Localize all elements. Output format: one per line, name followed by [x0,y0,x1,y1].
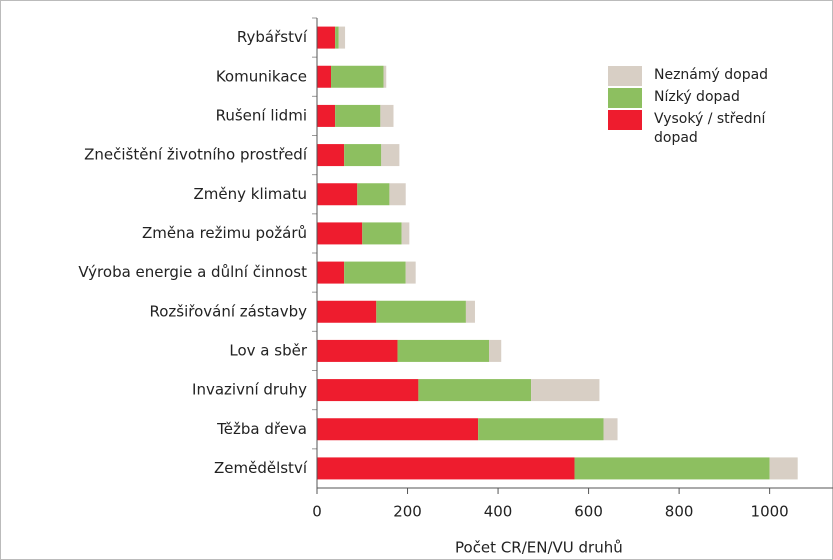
bar-segment [344,261,406,284]
bar-segment [317,339,398,362]
bar-segment [401,222,410,245]
legend-item: Vysoký / střední dopad [608,110,808,148]
legend: Neznámý dopad Nízký dopad Vysoký / střední… [608,66,808,150]
bar-segment [317,222,363,245]
legend-label: Neznámý dopad [654,67,769,83]
bar-segment [317,104,336,127]
y-tick-label: Znečištění životního prostředí [84,146,308,164]
bar-segment [769,457,798,480]
y-tick-label: Rybářství [237,28,308,46]
bar-segment [380,104,394,127]
bar-segment [376,300,466,323]
x-tick-label: 1000 [751,503,789,521]
bar-segment [317,26,336,49]
x-tick-label: 200 [393,503,422,521]
y-tick-label: Těžba dřeva [216,420,307,438]
bar-segment [383,65,387,88]
x-axis-label: Počet CR/EN/VU druhů [455,539,623,557]
x-tick-label: 600 [574,503,603,521]
bar-segment [338,26,346,49]
bar-segment [317,300,377,323]
bar-segment [531,379,600,402]
bar-segment [317,183,358,206]
legend-swatch [608,66,642,86]
legend-label: Nízký dopad [654,89,740,105]
y-tick-label: Změna režimu požárů [142,224,307,242]
x-tick-label: 0 [312,503,322,521]
bar-segment [344,144,382,167]
bar-segment [381,144,400,167]
y-tick-label: Výroba energie a důlní činnost [78,263,307,281]
bar-segment [317,144,345,167]
y-tick-label: Zemědělství [214,459,308,477]
bar-segment [335,26,339,49]
bar-segment [335,104,381,127]
legend-swatch [608,88,642,108]
bar-segment [317,379,419,402]
bar-segment [405,261,416,284]
legend-swatch [608,110,642,130]
legend-item: Nízký dopad [608,88,808,108]
x-tick-label: 400 [484,503,513,521]
bar-segment [489,339,502,362]
legend-label: Vysoký / střední dopad [654,111,766,146]
bar-segment [478,418,604,441]
bar-segment [357,183,390,206]
bar-segment [331,65,384,88]
bar-segment [317,457,575,480]
y-tick-label: Rozšiřování zástavby [149,302,307,320]
bar-segment [397,339,489,362]
bar-segment [389,183,406,206]
bar-segment [603,418,618,441]
bar-segment [465,300,475,323]
y-tick-label: Rušení lidmi [216,106,307,124]
bar-segment [317,261,345,284]
bar-segment [317,65,332,88]
x-tick-label: 800 [665,503,694,521]
y-tick-label: Komunikace [216,67,307,85]
y-tick-label: Invazivní druhy [192,381,307,399]
y-tick-label: Změny klimatu [194,185,307,203]
bar-segment [574,457,770,480]
bar-segment [418,379,532,402]
bar-segment [362,222,402,245]
y-tick-label: Lov a sběr [229,341,307,359]
bar-segment [317,418,479,441]
legend-item: Neznámý dopad [608,66,808,86]
